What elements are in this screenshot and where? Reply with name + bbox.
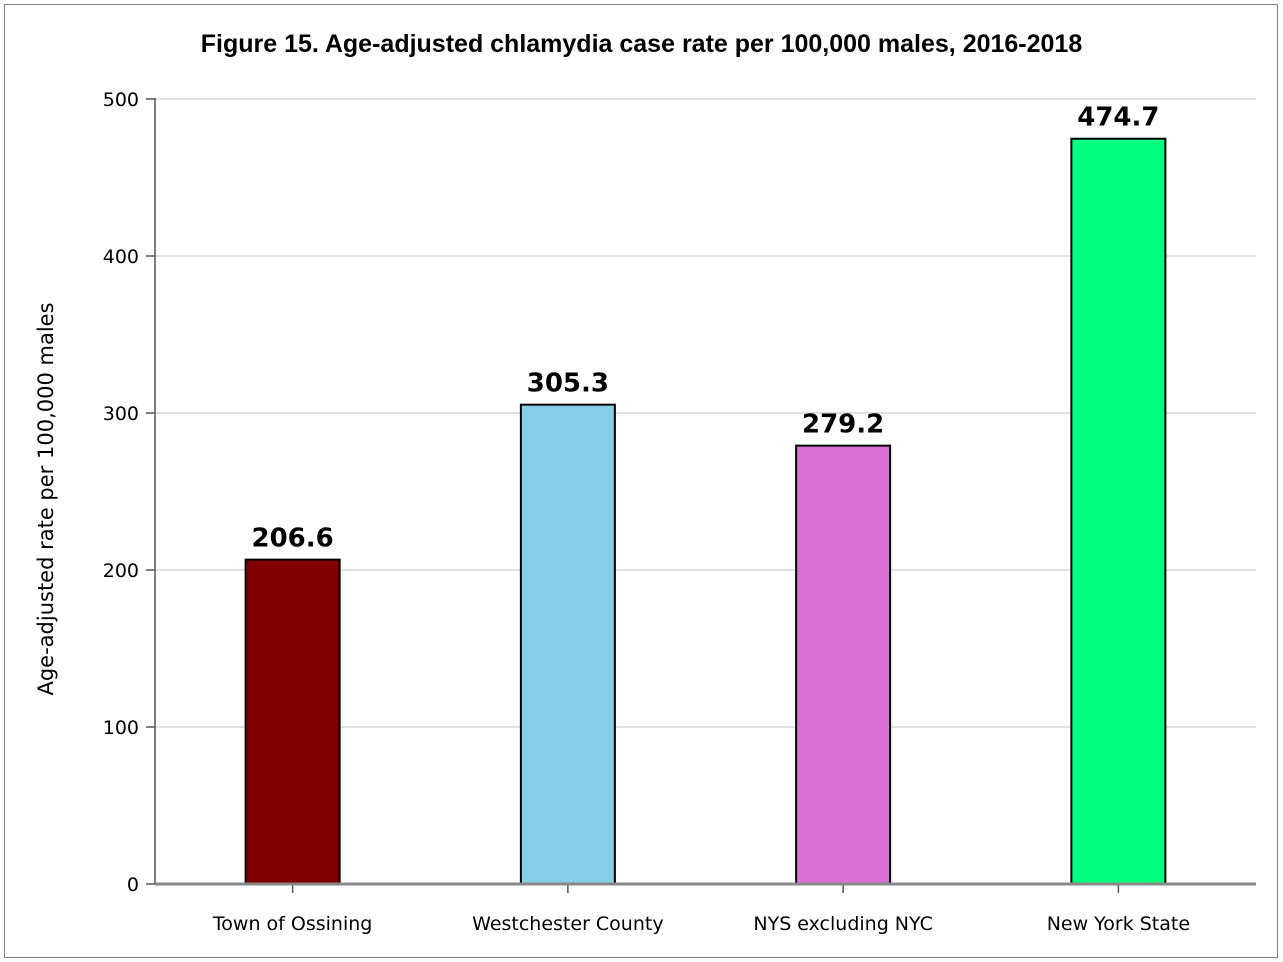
data-label: 474.7 — [1077, 103, 1159, 133]
x-tick-label: New York State — [1047, 913, 1190, 935]
bar — [1070, 137, 1167, 885]
bar — [519, 403, 616, 885]
data-label: 305.3 — [527, 369, 609, 399]
y-tick-label: 0 — [127, 874, 139, 896]
chart-title: Figure 15. Age-adjusted chlamydia case r… — [200, 30, 1083, 58]
y-tick-label: 200 — [103, 560, 139, 582]
y-tick-label: 100 — [103, 717, 139, 739]
bars — [244, 137, 1167, 885]
x-tick-label: Town of Ossining — [212, 913, 372, 935]
y-tick-label: 300 — [103, 403, 139, 425]
labels: 0 100 200 300 400 500 206.6 Town of Ossining 305… — [103, 89, 1190, 935]
x-tick-label: NYS excluding NYC — [753, 913, 932, 935]
y-axis-title: Age-adjusted rate per 100,000 males — [34, 302, 58, 695]
bar — [244, 558, 341, 885]
data-label: 279.2 — [802, 410, 884, 440]
axes — [146, 98, 1256, 893]
y-tick-label: 500 — [103, 89, 139, 111]
data-label: 206.6 — [252, 524, 334, 554]
y-tick-label: 400 — [103, 246, 139, 268]
bar — [795, 444, 892, 885]
chart-frame — [4, 4, 1278, 958]
x-tick-label: Westchester County — [472, 913, 663, 935]
